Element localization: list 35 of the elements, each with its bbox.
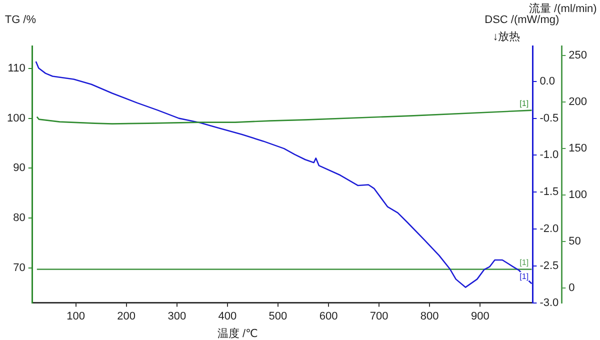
y3-tick-label: 50 [568,235,581,248]
y3-axis-title: 流量 /(ml/min) [529,2,597,15]
y-tick-label: 100 [6,112,26,124]
y3-tick-label: 100 [568,188,588,201]
y-axis-title: TG /% [4,14,36,26]
y3-tick-label: 0 [568,282,575,294]
x-tick-label: 800 [420,310,439,322]
y2-axis-title: DSC /(mW/mg) [484,14,560,26]
x-tick-label: 400 [218,310,237,322]
y2-tick-label: -1.5 [540,186,559,198]
x-tick-label: 700 [370,310,388,322]
y-tick-label: 110 [8,62,26,74]
x-tick-label: 600 [319,310,338,322]
y2-tick-label: -1.0 [540,149,559,162]
y-tick-label: 80 [13,212,26,224]
annotation: [1] [520,272,529,282]
y2-tick-label: 0.0 [540,75,555,88]
x-tick-label: 300 [168,310,186,322]
y-tick-label: 70 [13,262,26,274]
x-tick-label: 200 [117,310,136,322]
y2-tick-label: -2.5 [540,260,559,272]
text: ↓放热 [492,30,520,44]
y2-tick-label: -0.5 [540,112,559,124]
x-axis-title: 温度 /℃ [217,326,258,340]
annotation: [1] [520,258,529,267]
x-tick-label: 900 [470,310,490,322]
y3-tick-label: 150 [568,142,588,154]
y-tick-label: 90 [13,162,26,174]
y2-tick-label: -3.0 [540,296,559,309]
annotation: [1] [520,98,529,108]
y3-tick-label: 250 [568,49,588,62]
x-tick-label: 100 [66,310,85,322]
x-tick-label: 500 [268,310,288,322]
y3-tick-label: 200 [568,96,588,108]
y2-tick-label: -2.0 [540,223,559,236]
